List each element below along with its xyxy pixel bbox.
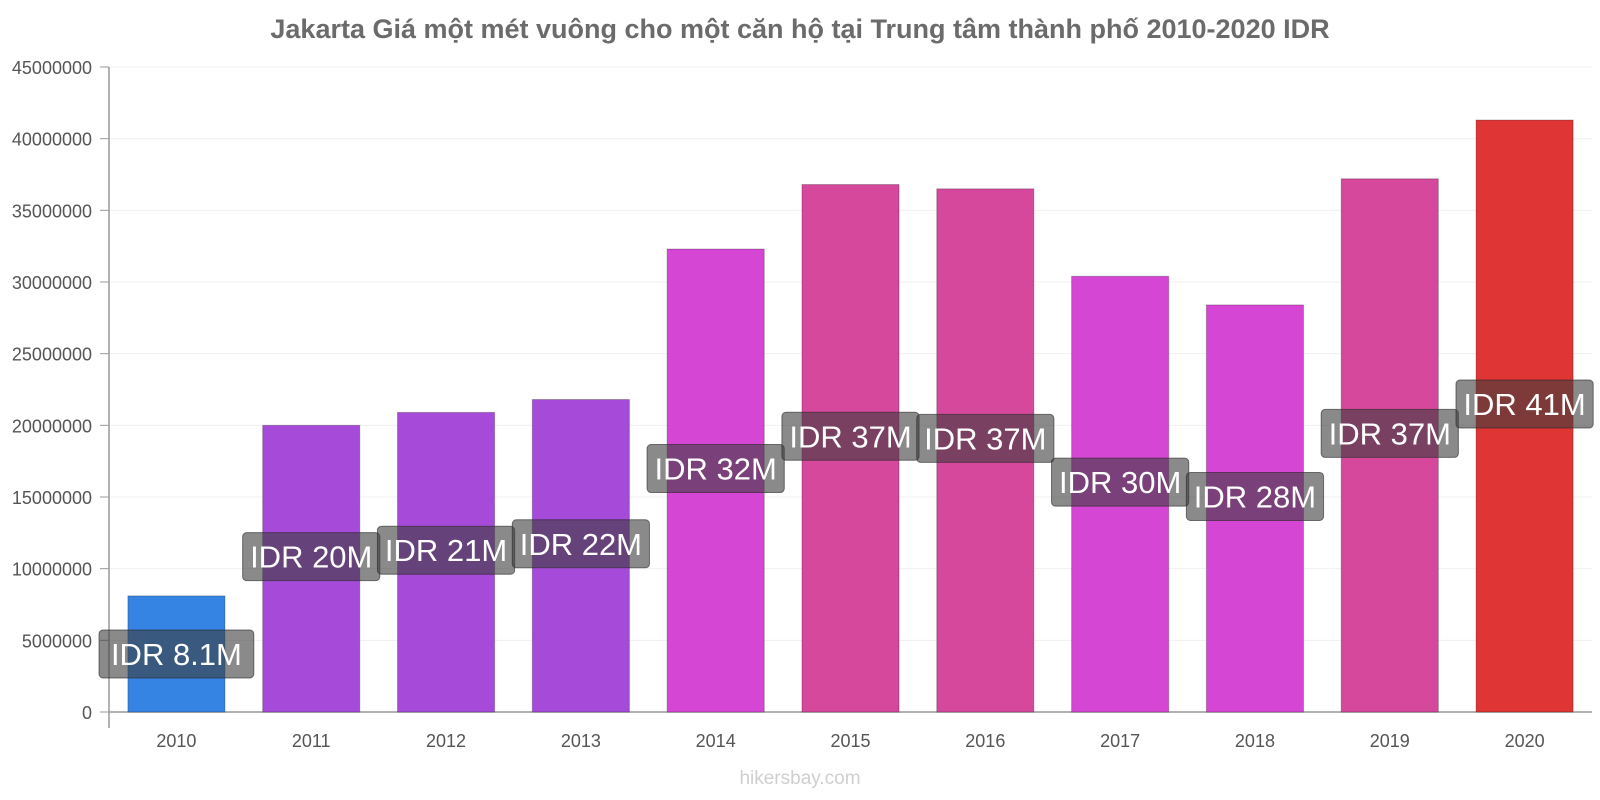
y-tick-label: 15000000 <box>12 488 92 508</box>
watermark: hikersbay.com <box>739 768 861 789</box>
y-tick-label: 30000000 <box>12 273 92 293</box>
y-tick-label: 0 <box>82 703 92 723</box>
x-tick-label: 2019 <box>1370 731 1410 751</box>
y-tick-label: 45000000 <box>12 58 92 78</box>
data-label: IDR 22M <box>520 527 642 562</box>
data-label: IDR 37M <box>924 421 1046 456</box>
data-label: IDR 37M <box>789 419 911 454</box>
data-label-box <box>98 629 255 679</box>
y-tick-label: 40000000 <box>12 130 92 150</box>
data-label-box <box>916 413 1055 463</box>
x-tick-label: 2015 <box>830 731 870 751</box>
data-label: IDR 41M <box>1463 387 1585 422</box>
data-label-box <box>1185 471 1325 521</box>
chart-title: Jakarta Giá một mét vuông cho một căn hộ… <box>270 14 1330 44</box>
data-label: IDR 20M <box>250 540 372 575</box>
data-label-box <box>1320 408 1459 458</box>
y-tick-label: 5000000 <box>22 631 92 651</box>
x-tick-label: 2012 <box>426 731 466 751</box>
x-tick-label: 2017 <box>1100 731 1140 751</box>
x-tick-label: 2010 <box>156 731 196 751</box>
data-label: IDR 32M <box>655 452 777 487</box>
data-label: IDR 21M <box>385 533 507 568</box>
x-tick-label: 2016 <box>965 731 1005 751</box>
data-label-box <box>646 444 785 494</box>
y-tick-label: 10000000 <box>12 560 92 580</box>
y-tick-label: 35000000 <box>12 201 92 221</box>
data-label: IDR 28M <box>1194 479 1316 514</box>
data-label: IDR 37M <box>1329 416 1451 451</box>
y-tick-label: 20000000 <box>12 416 92 436</box>
data-label: IDR 8.1M <box>111 637 242 672</box>
x-tick-label: 2018 <box>1235 731 1275 751</box>
x-tick-label: 2014 <box>696 731 736 751</box>
x-tick-label: 2020 <box>1505 731 1545 751</box>
x-tick-label: 2011 <box>292 731 331 751</box>
data-label: IDR 30M <box>1059 465 1181 500</box>
y-tick-label: 25000000 <box>12 345 92 365</box>
data-label-box <box>1455 379 1594 429</box>
data-label-box <box>511 519 650 569</box>
x-tick-label: 2013 <box>561 731 601 751</box>
